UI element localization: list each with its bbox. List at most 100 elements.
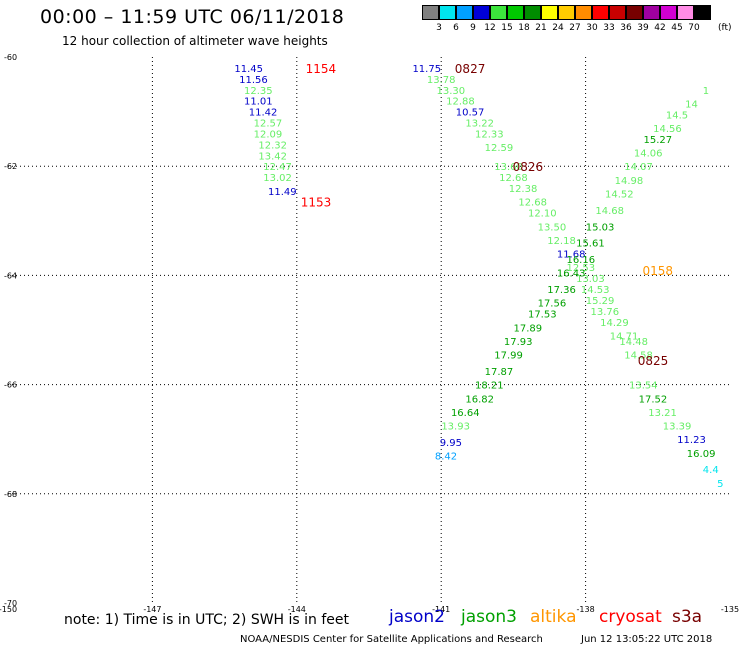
wave-height-label: 9.95	[440, 438, 462, 449]
wave-height-label: 14.98	[615, 176, 644, 187]
legend-swatch	[473, 5, 490, 20]
wave-height-label: 14	[685, 99, 698, 110]
pass-time-label: 0826	[513, 160, 544, 174]
legend-label: 39	[637, 23, 649, 33]
legend-label: 24	[552, 23, 564, 33]
wave-height-label: 13.54	[629, 381, 658, 392]
wave-height-label: 13.76	[591, 307, 620, 318]
wave-height-label: 11.68	[557, 250, 586, 261]
wave-height-label: 14.29	[600, 318, 629, 329]
wave-height-label: 12.88	[446, 97, 475, 108]
satellite-name-s3a: s3a	[672, 607, 703, 627]
wave-height-label: 14.07	[624, 162, 653, 173]
wave-height-label: 14.71	[610, 331, 639, 342]
wave-height-label: 10.57	[456, 108, 485, 119]
wave-height-label: 14.53	[581, 285, 610, 296]
legend-label: 36	[620, 23, 632, 33]
wave-height-label: 17.56	[538, 299, 567, 310]
wave-height-label: 11.49	[268, 187, 297, 198]
wave-height-label: 12.35	[244, 86, 273, 97]
wave-height-label: 13.93	[441, 422, 470, 433]
wave-height-label: 17.36	[547, 285, 576, 296]
legend-label: 70	[688, 23, 700, 33]
legend-swatch	[490, 5, 507, 20]
y-tick-label: -70	[4, 599, 17, 608]
legend-swatch	[694, 5, 711, 20]
chart-title: 00:00 – 11:59 UTC 06/11/2018	[40, 6, 345, 28]
wave-height-label: 14.06	[634, 149, 663, 160]
wave-height-label: 12.68	[518, 198, 547, 209]
chart-subtitle: 12 hour collection of altimeter wave hei…	[62, 34, 328, 48]
wave-height-label: 13.22	[465, 119, 494, 130]
wave-height-label: 15.03	[586, 222, 615, 233]
wave-height-label: 16.82	[465, 394, 494, 405]
legend-swatch	[439, 5, 456, 20]
wave-height-label: 11.42	[249, 108, 278, 119]
wave-height-label: 16.43	[557, 269, 586, 280]
legend-swatch	[575, 5, 592, 20]
legend-label: 6	[453, 23, 459, 33]
satellite-name-jason2: jason2	[389, 607, 445, 627]
wave-height-label: 17.99	[494, 351, 523, 362]
wave-height-label: 12.59	[485, 143, 514, 154]
wave-height-label: 12.18	[547, 236, 576, 247]
wave-height-label: 4.4	[703, 465, 719, 476]
wave-height-label: 13.30	[437, 86, 466, 97]
wave-height-label: 12.09	[254, 129, 283, 140]
legend-label: 12	[484, 23, 496, 33]
wave-height-label: 16.64	[451, 408, 480, 419]
legend-label: 33	[603, 23, 615, 33]
wave-height-label: 11.75	[412, 64, 441, 75]
legend-label: 42	[654, 23, 666, 33]
legend-swatch	[609, 5, 626, 20]
legend-swatch	[558, 5, 575, 20]
wave-height-label: 1	[703, 86, 709, 97]
legend-swatch	[677, 5, 694, 20]
legend-swatch	[541, 5, 558, 20]
wave-height-label: 15.29	[586, 296, 615, 307]
x-tick-label: -135	[721, 605, 739, 614]
wave-height-label: 17.93	[504, 337, 533, 348]
wave-height-label: 11.01	[244, 97, 273, 108]
satellite-name-jason3: jason3	[461, 607, 517, 627]
wave-height-label: 12.38	[509, 184, 538, 195]
legend-unit: (ft)	[718, 23, 732, 33]
y-tick-label: -68	[4, 490, 17, 499]
y-tick-label: -62	[4, 162, 17, 171]
legend-label: 18	[518, 23, 530, 33]
wave-height-label: 14.48	[619, 337, 648, 348]
wave-height-label: 13.21	[648, 408, 677, 419]
wave-height-label: 13.39	[663, 422, 692, 433]
credit-text: NOAA/NESDIS Center for Satellite Applica…	[240, 634, 543, 645]
satellite-name-cryosat: cryosat	[599, 607, 662, 627]
wave-height-label: 11.56	[239, 75, 268, 86]
wave-height-label: 17.52	[639, 394, 668, 405]
wave-height-label: 12.57	[254, 119, 283, 130]
wave-height-label: 15.61	[576, 239, 605, 250]
footer-note: note: 1) Time is in UTC; 2) SWH is in fe…	[64, 612, 350, 628]
legend-swatch	[626, 5, 643, 20]
legend-label: 3	[436, 23, 442, 33]
pass-time-label: 1154	[306, 62, 337, 76]
generated-time: Jun 12 13:05:22 UTC 2018	[581, 634, 713, 645]
x-tick-label: -150	[0, 605, 17, 614]
wave-height-label: 15.27	[643, 135, 672, 146]
legend-label: 30	[586, 23, 598, 33]
legend-swatch	[643, 5, 660, 20]
wave-height-label: 17.53	[528, 310, 557, 321]
wave-height-label: 12.68	[499, 173, 528, 184]
wave-height-label: 12.32	[258, 140, 287, 151]
wave-height-label: 18.21	[475, 381, 504, 392]
wave-height-label: 13.50	[538, 222, 567, 233]
legend-swatch	[524, 5, 541, 20]
wave-height-label: 17.87	[485, 367, 514, 378]
legend-swatch	[592, 5, 609, 20]
pass-time-label: 0825	[638, 354, 669, 368]
legend-swatch	[422, 5, 439, 20]
legend-label: 9	[470, 23, 476, 33]
satellite-name-altika: altika	[530, 607, 577, 627]
wave-height-label: 16.09	[687, 449, 716, 460]
legend-swatch	[456, 5, 473, 20]
wave-height-label: 13.02	[263, 173, 292, 184]
